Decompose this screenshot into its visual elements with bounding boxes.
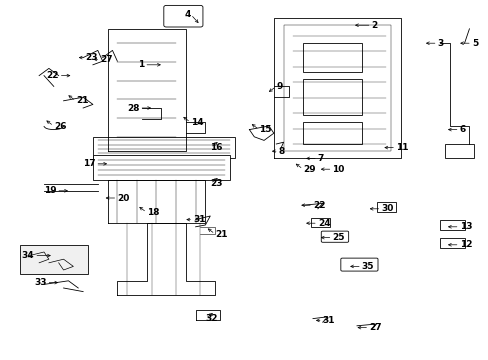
Bar [303,122,361,144]
Text: 16: 16 [210,143,223,152]
Text: 3: 3 [437,39,443,48]
Bar [444,144,473,158]
Text: 23: 23 [210,179,223,188]
Text: 29: 29 [303,165,315,174]
Text: 13: 13 [459,222,471,231]
Text: 8: 8 [278,147,285,156]
Text: 30: 30 [381,204,393,213]
Bar [303,43,361,72]
Text: 6: 6 [459,125,465,134]
Polygon shape [93,155,229,180]
Text: 26: 26 [54,122,66,131]
Text: 4: 4 [184,10,190,19]
Text: 23: 23 [85,53,98,62]
Text: 14: 14 [190,118,203,127]
Bar [310,218,329,227]
Text: 10: 10 [332,165,344,174]
Text: 28: 28 [126,104,139,113]
Bar [20,245,88,274]
FancyBboxPatch shape [163,5,203,27]
Bar [439,238,464,248]
Text: 22: 22 [312,201,325,210]
Text: 5: 5 [471,39,477,48]
Text: 22: 22 [46,71,59,80]
Text: 31: 31 [193,215,205,224]
Text: 27: 27 [368,323,381,332]
FancyBboxPatch shape [321,231,348,242]
Text: 9: 9 [276,82,282,91]
Text: 32: 32 [205,314,218,323]
Text: 21: 21 [215,230,227,239]
Polygon shape [93,137,234,158]
Text: 7: 7 [317,154,324,163]
Text: 18: 18 [146,208,159,217]
Text: 20: 20 [117,194,129,202]
Text: 24: 24 [317,219,330,228]
Text: 35: 35 [361,262,374,271]
Text: 31: 31 [322,316,335,325]
Bar [303,79,361,115]
Text: 21: 21 [76,96,88,105]
Text: 33: 33 [34,278,46,287]
Text: 19: 19 [43,186,56,195]
Text: 2: 2 [371,21,377,30]
Text: 1: 1 [138,60,144,69]
Text: 12: 12 [459,240,471,249]
Bar [439,220,464,230]
Text: 34: 34 [21,251,34,260]
FancyBboxPatch shape [340,258,377,271]
Bar [376,202,395,212]
Text: 11: 11 [395,143,408,152]
Text: 25: 25 [332,233,345,242]
Text: 27: 27 [100,55,113,64]
Text: 15: 15 [259,125,271,134]
Text: 17: 17 [82,159,95,168]
